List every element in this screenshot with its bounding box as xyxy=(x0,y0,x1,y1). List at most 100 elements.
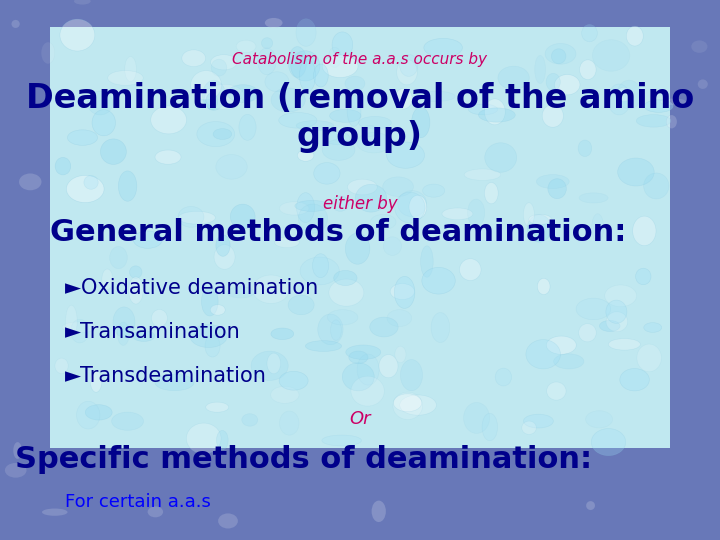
Ellipse shape xyxy=(580,60,596,79)
Ellipse shape xyxy=(527,215,552,242)
Ellipse shape xyxy=(258,48,276,75)
Ellipse shape xyxy=(545,44,576,64)
Ellipse shape xyxy=(424,38,462,57)
Ellipse shape xyxy=(236,40,256,52)
Ellipse shape xyxy=(213,129,232,139)
Ellipse shape xyxy=(191,71,222,100)
Ellipse shape xyxy=(355,184,387,212)
Ellipse shape xyxy=(210,55,237,70)
Ellipse shape xyxy=(666,115,677,129)
Ellipse shape xyxy=(251,351,288,380)
Ellipse shape xyxy=(395,89,413,109)
Ellipse shape xyxy=(554,354,584,369)
Ellipse shape xyxy=(112,412,143,430)
Ellipse shape xyxy=(227,287,254,298)
Ellipse shape xyxy=(84,176,98,189)
Ellipse shape xyxy=(548,179,567,199)
Ellipse shape xyxy=(464,402,490,434)
Text: Specific methods of deamination:: Specific methods of deamination: xyxy=(15,445,592,474)
Ellipse shape xyxy=(357,354,379,385)
Ellipse shape xyxy=(328,48,341,68)
Ellipse shape xyxy=(637,344,662,372)
Ellipse shape xyxy=(298,204,328,233)
Ellipse shape xyxy=(5,463,27,477)
Ellipse shape xyxy=(422,267,455,294)
Ellipse shape xyxy=(485,99,505,125)
Ellipse shape xyxy=(288,295,314,315)
Ellipse shape xyxy=(101,139,126,164)
Ellipse shape xyxy=(129,277,143,304)
Ellipse shape xyxy=(148,507,163,517)
Ellipse shape xyxy=(113,307,135,338)
Ellipse shape xyxy=(400,395,436,415)
Ellipse shape xyxy=(314,163,340,184)
Ellipse shape xyxy=(253,275,289,303)
Ellipse shape xyxy=(228,85,258,103)
Ellipse shape xyxy=(397,191,426,217)
Ellipse shape xyxy=(202,80,225,110)
Ellipse shape xyxy=(626,26,643,46)
Ellipse shape xyxy=(431,313,450,342)
Ellipse shape xyxy=(274,237,300,248)
Ellipse shape xyxy=(205,335,220,357)
Ellipse shape xyxy=(66,305,77,338)
Ellipse shape xyxy=(579,323,596,342)
Ellipse shape xyxy=(90,370,102,392)
Ellipse shape xyxy=(644,323,662,333)
Text: Deamination (removal of the amino
group): Deamination (removal of the amino group) xyxy=(26,82,694,153)
Ellipse shape xyxy=(542,104,563,127)
Ellipse shape xyxy=(370,317,398,337)
Ellipse shape xyxy=(395,346,406,363)
Ellipse shape xyxy=(546,73,560,91)
Ellipse shape xyxy=(41,42,55,64)
Ellipse shape xyxy=(409,195,427,219)
Ellipse shape xyxy=(210,305,225,315)
Ellipse shape xyxy=(62,322,96,333)
Ellipse shape xyxy=(351,376,384,406)
Ellipse shape xyxy=(130,266,142,278)
Ellipse shape xyxy=(271,386,299,403)
Ellipse shape xyxy=(644,100,673,112)
Ellipse shape xyxy=(325,132,350,145)
Ellipse shape xyxy=(300,59,315,92)
Ellipse shape xyxy=(178,206,204,227)
Ellipse shape xyxy=(348,351,368,363)
Ellipse shape xyxy=(620,368,649,391)
Ellipse shape xyxy=(214,245,235,269)
Ellipse shape xyxy=(608,84,631,115)
Ellipse shape xyxy=(397,59,418,85)
Ellipse shape xyxy=(593,40,630,71)
Ellipse shape xyxy=(393,392,423,420)
Ellipse shape xyxy=(554,75,580,95)
Ellipse shape xyxy=(328,309,358,325)
Ellipse shape xyxy=(585,411,613,428)
Ellipse shape xyxy=(412,107,430,138)
Ellipse shape xyxy=(267,353,281,374)
Ellipse shape xyxy=(318,314,343,345)
Ellipse shape xyxy=(660,98,686,105)
Ellipse shape xyxy=(576,298,611,320)
Ellipse shape xyxy=(271,88,305,112)
Ellipse shape xyxy=(383,177,413,197)
Ellipse shape xyxy=(464,169,500,180)
Ellipse shape xyxy=(296,19,316,46)
Ellipse shape xyxy=(371,214,396,230)
Ellipse shape xyxy=(485,143,517,172)
Ellipse shape xyxy=(546,336,576,354)
Ellipse shape xyxy=(393,394,422,411)
Ellipse shape xyxy=(600,320,620,332)
Ellipse shape xyxy=(467,199,485,226)
Ellipse shape xyxy=(498,66,529,90)
Ellipse shape xyxy=(206,402,229,412)
Ellipse shape xyxy=(132,330,155,341)
Ellipse shape xyxy=(379,355,398,378)
Ellipse shape xyxy=(117,322,129,346)
Ellipse shape xyxy=(68,130,97,145)
Ellipse shape xyxy=(125,57,136,82)
Ellipse shape xyxy=(346,345,381,360)
Ellipse shape xyxy=(295,200,330,212)
Ellipse shape xyxy=(469,104,498,115)
Ellipse shape xyxy=(523,202,534,226)
Ellipse shape xyxy=(76,401,100,429)
Ellipse shape xyxy=(608,339,640,350)
